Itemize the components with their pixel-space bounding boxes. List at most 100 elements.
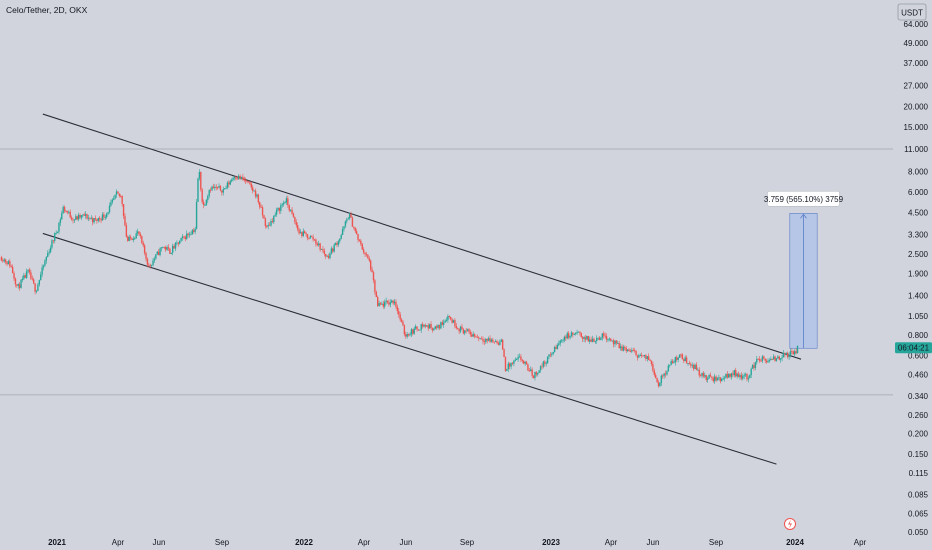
y-tick-label: 6.000 — [908, 188, 929, 197]
candle-body — [593, 338, 595, 342]
candle-body — [141, 236, 143, 243]
candle-body — [264, 218, 267, 227]
candle-body — [407, 334, 410, 336]
x-tick-label: 2021 — [48, 538, 66, 547]
candle-body — [729, 373, 731, 377]
candle-body — [746, 374, 748, 380]
candle-body — [277, 207, 279, 210]
candle-body — [465, 330, 467, 332]
candle-body — [587, 335, 590, 342]
candle-body — [722, 378, 724, 380]
candle-body — [122, 204, 125, 217]
candle-body — [355, 231, 358, 235]
candle-body — [204, 204, 206, 206]
candle-body — [424, 324, 427, 327]
candle-body — [114, 194, 116, 199]
time-axis[interactable]: 2021 Apr Jun Sep 2022 Apr Jun Sep 2023 Apr Jun Sep 2… — [48, 538, 866, 547]
lightning-icon[interactable] — [784, 518, 796, 530]
candle-body — [649, 359, 651, 361]
candle-body — [252, 187, 254, 191]
candle-body — [663, 373, 665, 377]
candle-body — [669, 364, 671, 366]
candle-body — [27, 269, 29, 272]
y-tick-label: 0.600 — [908, 352, 929, 361]
candle-body — [319, 243, 321, 250]
candle-body — [496, 341, 498, 344]
candle-body — [774, 356, 776, 361]
candle-body — [501, 339, 504, 350]
candle-body — [221, 190, 223, 193]
candle-body — [712, 377, 714, 382]
candle-body — [148, 264, 150, 266]
candle-body — [761, 356, 764, 361]
candle-body — [216, 187, 219, 189]
candle-body — [153, 258, 156, 261]
candle-body — [740, 375, 743, 379]
candle-body — [610, 338, 612, 341]
candle-body — [518, 356, 521, 358]
candle-body — [674, 357, 677, 363]
candle-body — [775, 358, 778, 361]
horizontal-levels — [0, 148, 893, 396]
candle-body — [662, 375, 664, 377]
candle-body — [405, 334, 407, 337]
candle-body — [381, 303, 383, 305]
price-axis[interactable]: 64.000 49.000 37.000 27.000 20.000 15.000 11.0… — [895, 20, 932, 537]
candle-body — [492, 339, 494, 342]
candle-body — [615, 340, 618, 344]
y-tick-label: 0.050 — [908, 528, 929, 537]
candle-body — [489, 338, 491, 342]
trendline — [42, 113, 802, 360]
candle-body — [325, 253, 327, 257]
y-tick-label: 0.460 — [908, 370, 929, 379]
measure-tool[interactable]: 3.759 (565.10%) 3759 — [764, 191, 844, 349]
candle-body — [128, 236, 130, 241]
candle-body — [35, 290, 38, 292]
candle-body — [94, 218, 97, 220]
currency-button[interactable]: USDT — [897, 3, 927, 21]
candle-body — [600, 337, 602, 340]
candle-body — [513, 360, 515, 364]
x-tick-label: Jun — [400, 538, 413, 547]
candle-body — [708, 375, 710, 379]
candle-body — [281, 204, 283, 206]
candle-body — [528, 370, 531, 372]
candle-body — [63, 206, 66, 211]
candle-body — [671, 361, 674, 363]
candle-body — [574, 332, 577, 335]
candle-body — [645, 354, 647, 359]
y-tick-label: 4.500 — [908, 208, 929, 217]
x-tick-label: 2023 — [542, 538, 560, 547]
candle-body — [249, 182, 251, 185]
candle-body — [719, 377, 721, 382]
x-tick-label: 2022 — [295, 538, 313, 547]
candle-body — [23, 275, 25, 279]
candle-body — [784, 352, 786, 355]
candle-body — [200, 172, 202, 190]
candle-body — [624, 346, 626, 348]
x-tick-label: Sep — [460, 538, 475, 547]
y-tick-label: 0.150 — [908, 450, 929, 459]
candle-body — [48, 252, 50, 254]
candle-body — [343, 226, 345, 230]
candle-body — [233, 177, 236, 179]
candle-body — [299, 232, 302, 234]
candle-body — [433, 328, 435, 331]
candle-body — [535, 372, 538, 375]
candle-body — [726, 373, 729, 378]
candle-body — [240, 176, 243, 180]
candle-body — [607, 339, 609, 341]
candle-body — [497, 343, 500, 345]
candle-body — [743, 375, 745, 377]
last-price-tag[interactable] — [895, 342, 932, 354]
candle-body — [34, 283, 36, 292]
currency-button-frame — [897, 3, 927, 21]
candle-body — [382, 303, 385, 307]
candle-body — [546, 356, 549, 364]
candle-body — [41, 267, 43, 275]
candle-body — [706, 378, 709, 380]
candle-body — [444, 320, 446, 323]
